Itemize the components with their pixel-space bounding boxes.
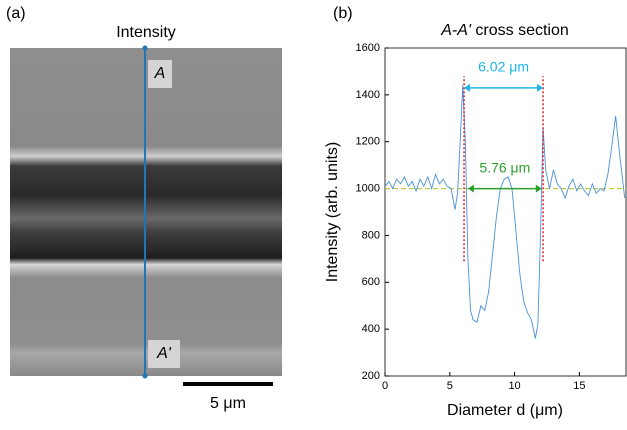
- panel-label: (b): [333, 5, 353, 22]
- marker-box: [148, 340, 180, 368]
- section-end: [142, 373, 148, 379]
- title-text: cross section: [475, 22, 568, 39]
- annotation: 6.02 μm: [478, 59, 529, 75]
- y-axis-label: Intensity (arb. units): [324, 142, 341, 283]
- x-axis-label: Diameter d (μm): [447, 402, 563, 419]
- x-tick-label: 5: [447, 380, 453, 392]
- image-title: Intensity: [116, 24, 176, 41]
- marker-label: A: [154, 65, 166, 82]
- y-tick-label: 1600: [356, 42, 380, 54]
- y-tick-label: 600: [362, 276, 380, 288]
- y-tick-label: 200: [362, 370, 380, 382]
- y-tick-label: 1200: [356, 136, 380, 148]
- x-tick-label: 0: [382, 380, 388, 392]
- panel-label: (a): [6, 5, 26, 22]
- y-tick-label: 1400: [356, 89, 380, 101]
- annotation: 5.76 μm: [479, 159, 530, 175]
- x-tick-label: 10: [508, 380, 520, 392]
- marker-box: [148, 60, 172, 88]
- x-tick-label: 15: [573, 380, 585, 392]
- scale-label: 5 μm: [210, 395, 246, 412]
- y-tick-label: 800: [362, 229, 380, 241]
- title-italic: A-A': [440, 22, 472, 39]
- marker-label: A': [156, 345, 172, 362]
- plot-frame: [384, 47, 627, 377]
- y-tick-label: 400: [362, 323, 380, 335]
- data-line: [384, 85, 626, 339]
- y-tick-label: 1000: [356, 182, 380, 194]
- chart-title: A-A' cross section: [440, 22, 569, 39]
- section-end: [142, 45, 148, 51]
